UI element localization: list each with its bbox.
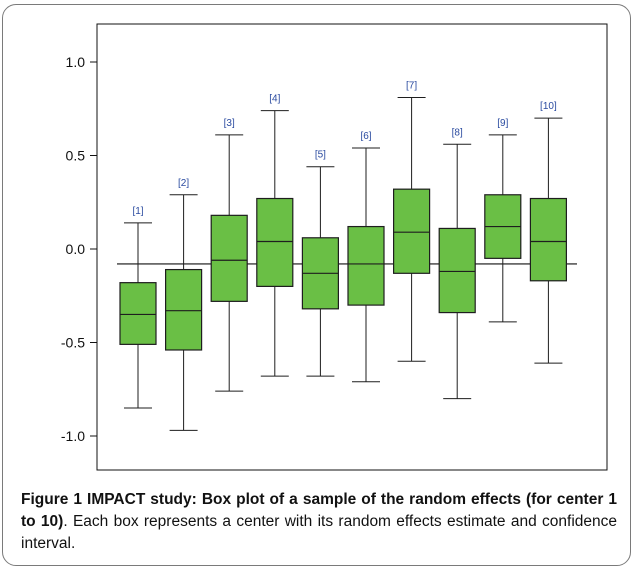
box-label: [10] xyxy=(540,101,557,112)
box-label: [6] xyxy=(360,131,371,142)
y-tick-label: -1.0 xyxy=(61,428,85,444)
iqr-box xyxy=(165,268,203,351)
box-8: [8] xyxy=(438,127,476,400)
iqr-box xyxy=(393,188,431,274)
box-1: [1] xyxy=(119,206,157,409)
box-label: [8] xyxy=(452,127,463,138)
boxes-layer: [1] [2] [3] [4] [5] [6] [7] [8] [9] [10] xyxy=(119,81,568,431)
box-label: [1] xyxy=(132,206,143,217)
figure-caption: Figure 1 IMPACT study: Box plot of a sam… xyxy=(21,489,617,555)
box-label: [2] xyxy=(178,178,189,189)
chart-area: 1.0 0.5 0.0 -0.5 -1.0 [1] [2] [3] [4] [5] [6] [7][… xyxy=(61,23,608,471)
box-label: [3] xyxy=(224,118,235,129)
y-tick-label: 0.0 xyxy=(66,241,86,257)
iqr-box xyxy=(438,227,476,314)
box-5: [5] xyxy=(301,150,339,377)
box-10: [10] xyxy=(529,101,568,364)
box-plot-chart: 1.00.50.0-0.5-1.0 [1][2][3][4][5][6][7][… xyxy=(61,23,608,471)
box-4: [4] xyxy=(256,94,294,377)
y-tick-label: -0.5 xyxy=(61,335,85,351)
box-label: [5] xyxy=(315,150,326,161)
box-9: [9] xyxy=(484,118,522,323)
iqr-box xyxy=(256,197,294,287)
box-label: [9] xyxy=(497,118,508,129)
iqr-box xyxy=(210,214,248,302)
box-7: [7] xyxy=(393,81,431,362)
y-tick-label: 0.5 xyxy=(66,148,86,164)
box-6: [6] xyxy=(347,131,385,383)
plot-frame xyxy=(96,23,608,471)
iqr-box xyxy=(347,225,385,306)
caption-title: IMPACT study: Box plot of a sample of th… xyxy=(21,491,618,530)
caption-body: . Each box represents a center with its … xyxy=(21,513,617,552)
box-label: [4] xyxy=(269,94,280,105)
box-label: [7] xyxy=(406,81,417,92)
y-axis: 1.0 0.5 0.0 -0.5 -1.0 xyxy=(61,54,97,444)
box-2: [2] xyxy=(165,178,203,431)
iqr-box xyxy=(119,282,157,345)
box-3: [3] xyxy=(210,118,248,392)
y-tick-label: 1.0 xyxy=(66,54,86,70)
caption-figure-label: Figure 1 xyxy=(21,491,82,508)
iqr-box xyxy=(529,197,568,282)
